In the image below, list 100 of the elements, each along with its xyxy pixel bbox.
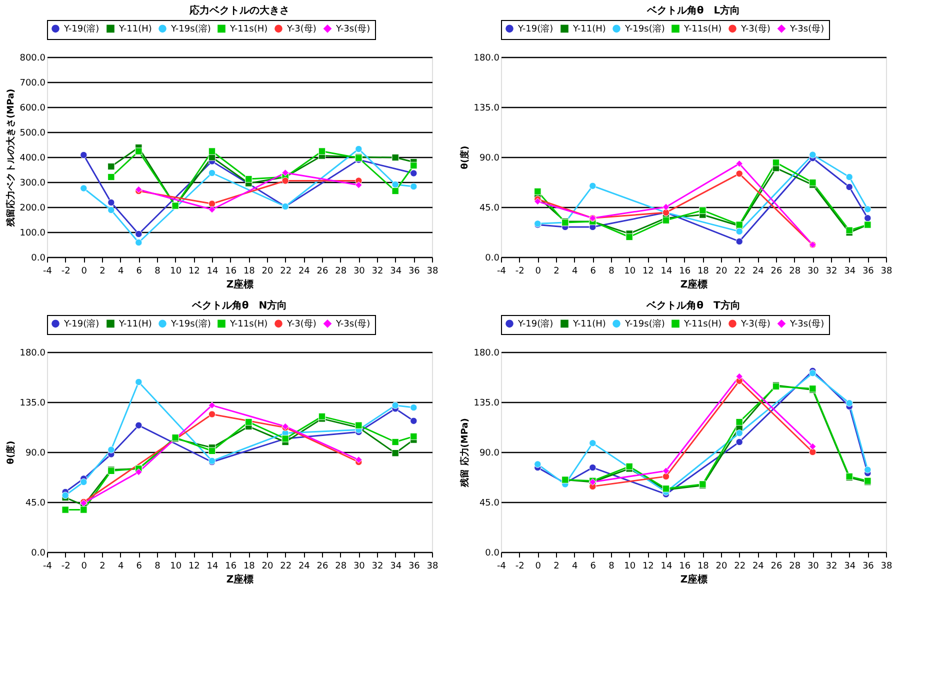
y-tick-label: 0.0 [31, 548, 46, 558]
legend-label: Y-11(H) [118, 320, 152, 330]
x-tick-label: 0 [81, 562, 88, 572]
x-tick-label: 26 [770, 266, 782, 276]
legend-label: Y-19s(溶) [624, 24, 665, 35]
x-tick-label: 2 [554, 562, 560, 572]
x-tick-label: 16 [679, 562, 691, 572]
legend-label: Y-3s(母) [335, 318, 370, 330]
legend-label: Y-3s(母) [335, 24, 370, 35]
x-tick-label: 6 [590, 562, 596, 572]
y-tick-label: 90.0 [25, 448, 46, 458]
y-tick-label: 500.0 [20, 128, 46, 138]
x-tick-label: 22 [734, 562, 746, 572]
x-axis-title: Z座標 [680, 574, 708, 586]
x-tick-label: 36 [862, 562, 874, 572]
x-tick-label: 6 [136, 266, 142, 276]
x-tick-label: 0 [535, 562, 542, 572]
x-tick-label: 28 [335, 562, 347, 572]
legend-label: Y-19s(溶) [170, 318, 211, 330]
y-tick-label: 135.0 [474, 398, 500, 408]
x-axis-title: Z座標 [226, 574, 254, 586]
y-tick-label: 45.0 [479, 204, 500, 214]
x-tick-label: 10 [624, 266, 636, 276]
x-tick-label: -4 [497, 266, 506, 276]
x-tick-label: 12 [642, 562, 654, 572]
chart-title: 応力ベクトルの大きさ [188, 4, 290, 16]
x-tick-label: 24 [298, 562, 310, 572]
y-tick-label: 45.0 [479, 498, 500, 508]
y-tick-label: 800.0 [20, 54, 46, 64]
x-tick-label: 36 [862, 266, 874, 276]
x-tick-label: 22 [280, 562, 292, 572]
x-tick-label: 8 [154, 562, 161, 572]
x-tick-label: 38 [880, 562, 892, 572]
x-tick-label: 14 [206, 266, 218, 276]
x-tick-label: 32 [372, 266, 384, 276]
y-tick-label: 90.0 [479, 154, 500, 164]
x-tick-label: 6 [590, 266, 596, 276]
legend-label: Y-19(溶) [63, 318, 100, 330]
x-tick-label: 6 [136, 562, 142, 572]
x-tick-label: 16 [225, 562, 237, 572]
y-tick-label: 135.0 [20, 398, 46, 408]
x-tick-label: 18 [243, 266, 256, 276]
x-tick-label: 18 [697, 266, 710, 276]
y-tick-label: 0.0 [31, 254, 46, 264]
x-tick-label: 2 [100, 562, 106, 572]
x-tick-label: 12 [642, 266, 654, 276]
x-tick-label: 34 [844, 266, 856, 276]
x-tick-label: 14 [206, 562, 218, 572]
x-tick-label: 14 [660, 266, 672, 276]
x-tick-label: 2 [100, 266, 106, 276]
y-tick-label: 700.0 [20, 78, 46, 88]
x-tick-label: 30 [353, 266, 366, 276]
legend-label: Y-11(H) [572, 320, 606, 330]
legend-label: Y-19(溶) [63, 24, 100, 35]
legend-label: Y-19s(溶) [170, 24, 211, 35]
legend-label: Y-3s(母) [789, 24, 824, 35]
y-tick-label: 180.0 [474, 348, 500, 358]
x-tick-label: 10 [170, 266, 182, 276]
x-tick-label: 38 [880, 266, 892, 276]
x-tick-label: 26 [316, 562, 328, 572]
legend-label: Y-19(溶) [517, 318, 554, 330]
x-tick-label: 16 [225, 266, 237, 276]
x-tick-label: 2 [554, 266, 560, 276]
x-tick-label: 36 [408, 562, 420, 572]
x-tick-label: 34 [844, 562, 856, 572]
x-tick-label: 28 [335, 266, 347, 276]
x-tick-label: 32 [826, 266, 838, 276]
x-tick-label: 32 [826, 562, 838, 572]
x-tick-label: 8 [608, 562, 615, 572]
x-tick-label: 8 [608, 266, 615, 276]
x-tick-label: 10 [624, 562, 636, 572]
legend-label: Y-11(H) [572, 24, 606, 35]
legend-label: Y-3(母) [740, 24, 770, 35]
x-tick-label: 12 [188, 266, 200, 276]
x-tick-label: 4 [572, 266, 578, 276]
y-tick-label: 135.0 [474, 104, 500, 114]
y-tick-label: 45.0 [25, 498, 46, 508]
chart-title: ベクトル角θ L方向 [646, 4, 740, 16]
x-tick-label: -4 [497, 562, 506, 572]
y-tick-label: 300.0 [20, 178, 46, 188]
x-tick-label: 34 [390, 266, 402, 276]
x-tick-label: 18 [243, 562, 256, 572]
chart-title: ベクトル角θ T方向 [646, 300, 740, 312]
legend-label: Y-19s(溶) [624, 318, 665, 330]
x-tick-label: 8 [154, 266, 161, 276]
x-tick-label: 20 [262, 562, 274, 572]
y-tick-label: 180.0 [474, 54, 500, 64]
x-tick-label: 36 [408, 266, 420, 276]
x-tick-label: 4 [118, 562, 124, 572]
x-tick-label: 28 [789, 266, 801, 276]
x-tick-label: 20 [716, 562, 728, 572]
y-axis-title: 残留応力ベクトルの大きさ(MPa) [6, 88, 17, 228]
x-tick-label: 10 [170, 562, 182, 572]
x-tick-label: 30 [807, 266, 820, 276]
x-tick-label: 24 [752, 266, 764, 276]
legend-label: Y-3(母) [286, 318, 316, 330]
x-tick-label: 34 [390, 562, 402, 572]
x-tick-label: -2 [515, 562, 524, 572]
chart-title: ベクトル角θ N方向 [190, 300, 288, 312]
x-tick-label: 24 [752, 562, 764, 572]
